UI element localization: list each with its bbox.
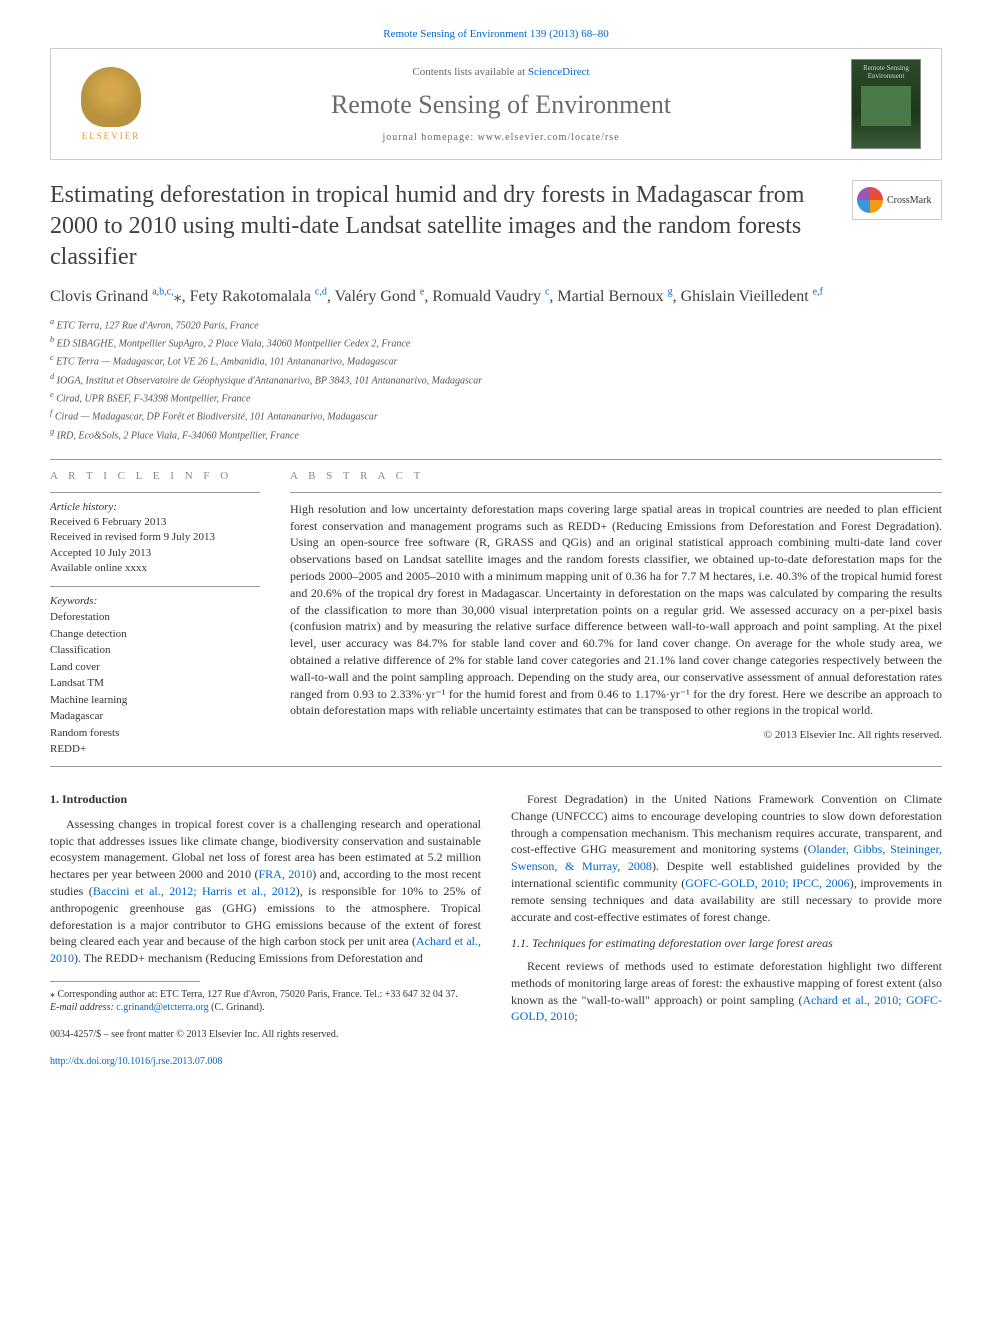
keyword-item: REDD+ [50, 741, 260, 758]
section-1-title: 1. Introduction [50, 791, 481, 808]
right-column: Forest Degradation) in the United Nation… [511, 791, 942, 1068]
contents-line: Contents lists available at ScienceDirec… [151, 66, 851, 78]
intro-paragraph-2: Forest Degradation) in the United Nation… [511, 791, 942, 925]
elsevier-logo: ELSEVIER [71, 59, 151, 149]
journal-title: Remote Sensing of Environment [151, 90, 851, 120]
contents-prefix: Contents lists available at [412, 66, 527, 78]
keyword-item: Madagascar [50, 708, 260, 725]
separator [50, 766, 942, 767]
subsection-1-1-title: 1.1. Techniques for estimating deforesta… [511, 935, 942, 952]
article-title: Estimating deforestation in tropical hum… [50, 180, 836, 274]
journal-header: ELSEVIER Contents lists available at Sci… [50, 48, 942, 160]
keyword-item: Deforestation [50, 609, 260, 626]
copyright-line: © 2013 Elsevier Inc. All rights reserved… [290, 729, 942, 741]
crossmark-icon [857, 187, 883, 213]
journal-cover-text: Remote Sensing Environment [856, 64, 916, 80]
journal-citation: Remote Sensing of Environment 139 (2013)… [50, 20, 942, 48]
crossmark-label: CrossMark [887, 195, 931, 206]
sciencedirect-link[interactable]: ScienceDirect [528, 66, 590, 78]
footnote-separator [50, 981, 200, 982]
abstract-heading: A B S T R A C T [290, 470, 942, 482]
separator [50, 459, 942, 460]
article-info-heading: A R T I C L E I N F O [50, 470, 260, 482]
keywords-head: Keywords: [50, 595, 260, 607]
title-row: Estimating deforestation in tropical hum… [50, 180, 942, 274]
email-footnote: E-mail address: c.grinand@etcterra.org (… [50, 1001, 481, 1014]
affiliation-line: f Cirad — Madagascar, DP Forêt et Biodiv… [50, 407, 942, 424]
journal-cover: Remote Sensing Environment [851, 59, 921, 149]
affiliation-line: d IOGA, Institut et Observatoire de Géop… [50, 371, 942, 388]
email-label: E-mail address: [50, 1002, 116, 1013]
crossmark-badge[interactable]: CrossMark [852, 180, 942, 220]
authors-line: Clovis Grinand a,b,c,⁎, Fety Rakotomalal… [50, 286, 942, 306]
footer-doi: http://dx.doi.org/10.1016/j.rse.2013.07.… [50, 1055, 481, 1068]
keyword-item: Land cover [50, 659, 260, 676]
affiliation-line: g IRD, Eco&Sols, 2 Place Viala, F-34060 … [50, 426, 942, 443]
left-column: 1. Introduction Assessing changes in tro… [50, 791, 481, 1068]
affiliation-line: a ETC Terra, 127 Rue d'Avron, 75020 Pari… [50, 316, 942, 333]
affiliations: a ETC Terra, 127 Rue d'Avron, 75020 Pari… [50, 316, 942, 443]
affiliation-line: b ED SIBAGHE, Montpellier SupAgro, 2 Pla… [50, 334, 942, 351]
email-link[interactable]: c.grinand@etcterra.org [116, 1002, 208, 1013]
corresponding-footnote: ⁎ Corresponding author at: ETC Terra, 12… [50, 988, 481, 1001]
keyword-item: Landsat TM [50, 675, 260, 692]
subsection-1-1-paragraph: Recent reviews of methods used to estima… [511, 958, 942, 1025]
affiliation-line: c ETC Terra — Madagascar, Lot VE 26 L, A… [50, 352, 942, 369]
keyword-item: Random forests [50, 725, 260, 742]
separator [50, 586, 260, 587]
separator [290, 492, 942, 493]
history-text: Received 6 February 2013Received in revi… [50, 515, 260, 577]
keywords-list: DeforestationChange detectionClassificat… [50, 609, 260, 758]
doi-link[interactable]: http://dx.doi.org/10.1016/j.rse.2013.07.… [50, 1056, 222, 1067]
affiliation-line: e Cirad, UPR BSEF, F-34398 Montpellier, … [50, 389, 942, 406]
email-suffix: (C. Grinand). [209, 1002, 265, 1013]
elsevier-label: ELSEVIER [82, 131, 141, 141]
header-center: Contents lists available at ScienceDirec… [151, 66, 851, 143]
info-abstract-row: A R T I C L E I N F O Article history: R… [50, 470, 942, 758]
abstract-column: A B S T R A C T High resolution and low … [290, 470, 942, 758]
footer-issn: 0034-4257/$ – see front matter © 2013 El… [50, 1028, 481, 1041]
intro-paragraph-1: Assessing changes in tropical forest cov… [50, 816, 481, 967]
abstract-text: High resolution and low uncertainty defo… [290, 501, 942, 719]
keyword-item: Change detection [50, 626, 260, 643]
separator [50, 492, 260, 493]
elsevier-tree-icon [81, 67, 141, 127]
article-info: A R T I C L E I N F O Article history: R… [50, 470, 260, 758]
journal-citation-link[interactable]: Remote Sensing of Environment 139 (2013)… [383, 28, 608, 40]
journal-homepage: journal homepage: www.elsevier.com/locat… [151, 132, 851, 143]
keyword-item: Machine learning [50, 692, 260, 709]
keyword-item: Classification [50, 642, 260, 659]
journal-cover-image [861, 86, 911, 126]
history-head: Article history: [50, 501, 260, 513]
body-columns: 1. Introduction Assessing changes in tro… [50, 791, 942, 1068]
